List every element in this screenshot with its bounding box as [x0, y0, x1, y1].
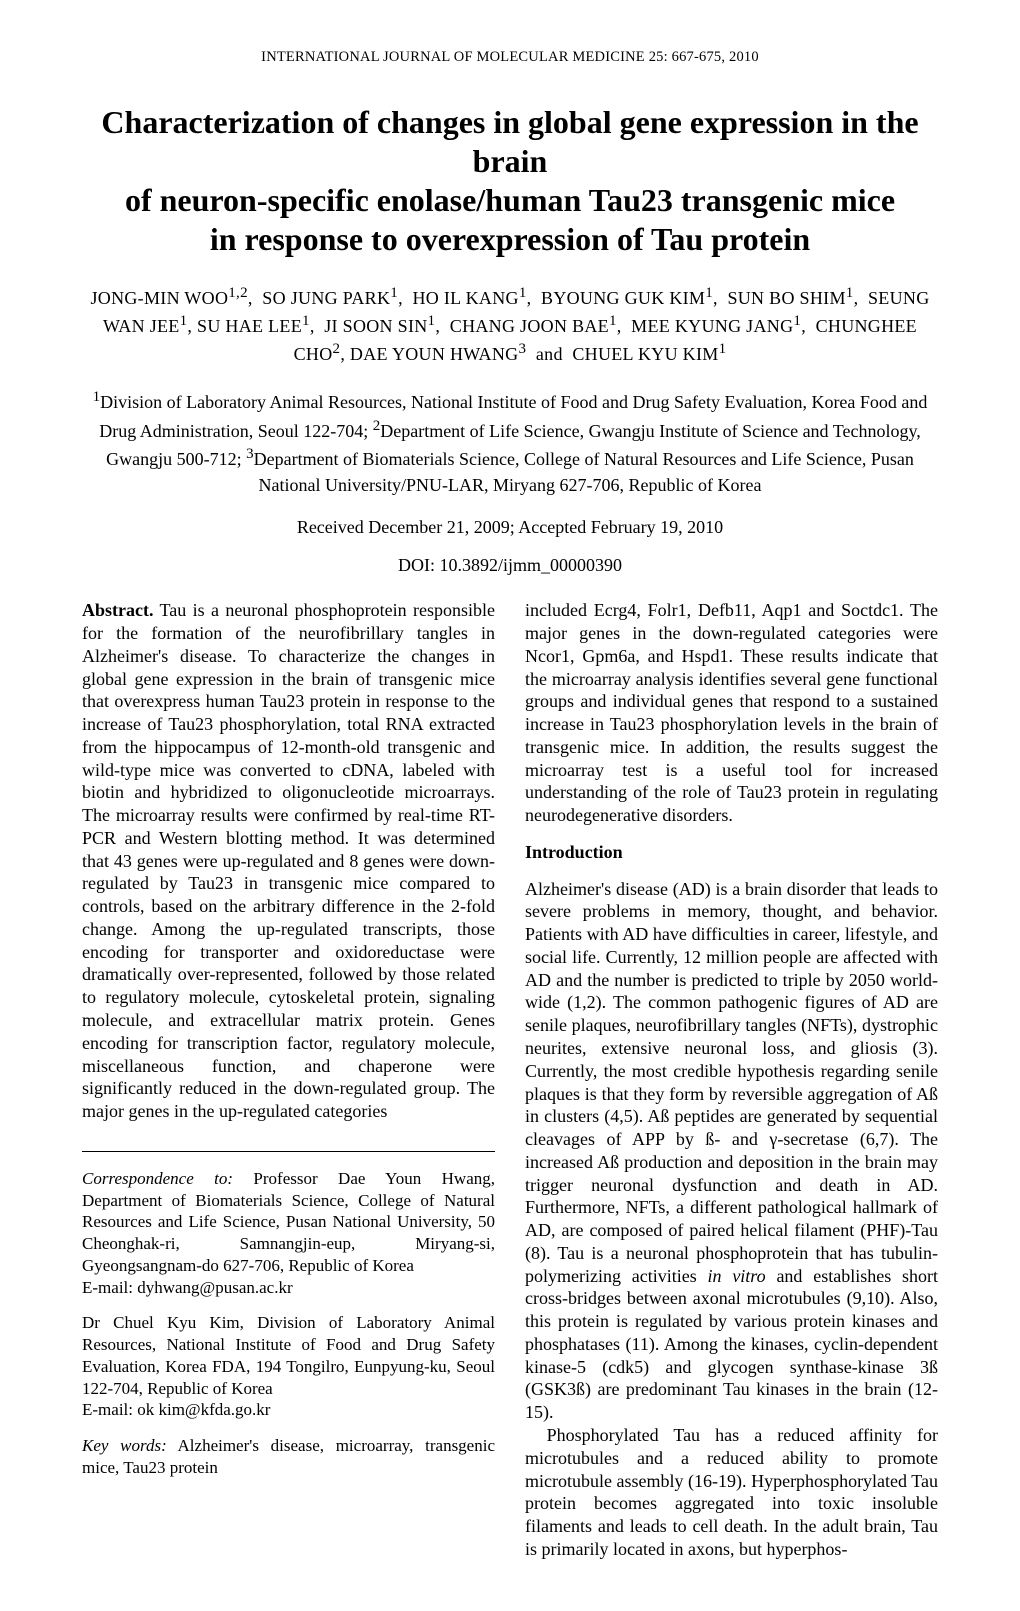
correspondence-2-body: Dr Chuel Kyu Kim, Division of Laboratory…	[82, 1313, 495, 1397]
correspondence-1: Correspondence to: Professor Dae Youn Hw…	[82, 1168, 495, 1299]
affiliations: 1Division of Laboratory Animal Resources…	[82, 387, 938, 498]
doi: DOI: 10.3892/ijmm_00000390	[82, 554, 938, 577]
correspondence-1-email: E-mail: dyhwang@pusan.ac.kr	[82, 1278, 293, 1297]
title-line-1: Characterization of changes in global ge…	[101, 104, 918, 179]
abstract: Abstract. Tau is a neuronal phosphoprote…	[82, 599, 495, 1123]
introduction-paragraph-2: Phosphorylated Tau has a reduced affinit…	[525, 1424, 938, 1561]
received-accepted-dates: Received December 21, 2009; Accepted Feb…	[82, 516, 938, 539]
correspondence-2-email: E-mail: ok kim@kfda.go.kr	[82, 1400, 270, 1419]
footnote-divider	[82, 1151, 495, 1152]
correspondence-block: Correspondence to: Professor Dae Youn Hw…	[82, 1151, 495, 1479]
introduction-body: Alzheimer's disease (AD) is a brain diso…	[525, 878, 938, 1561]
title-line-3: in response to overexpression of Tau pro…	[210, 221, 810, 257]
title-line-2: of neuron-specific enolase/human Tau23 t…	[125, 182, 895, 218]
introduction-heading: Introduction	[525, 841, 938, 864]
two-column-body: Abstract. Tau is a neuronal phosphoprote…	[82, 599, 938, 1560]
abstract-label: Abstract.	[82, 600, 153, 620]
running-head: INTERNATIONAL JOURNAL OF MOLECULAR MEDIC…	[82, 48, 938, 67]
author-list: JONG-MIN WOO1,2, SO JUNG PARK1, HO IL KA…	[82, 283, 938, 367]
page: INTERNATIONAL JOURNAL OF MOLECULAR MEDIC…	[0, 0, 1020, 1611]
keywords: Key words: Alzheimer's disease, microarr…	[82, 1435, 495, 1479]
abstract-text: Tau is a neuronal phosphoprotein respons…	[82, 600, 495, 1121]
abstract-continued: included Ecrg4, Folr1, Defb11, Aqp1 and …	[525, 599, 938, 827]
article-title: Characterization of changes in global ge…	[82, 103, 938, 259]
abstract-continued-text: included Ecrg4, Folr1, Defb11, Aqp1 and …	[525, 599, 938, 827]
introduction-paragraph-1: Alzheimer's disease (AD) is a brain diso…	[525, 878, 938, 1424]
correspondence-2: Dr Chuel Kyu Kim, Division of Laboratory…	[82, 1312, 495, 1421]
correspondence-label: Correspondence to:	[82, 1169, 233, 1188]
